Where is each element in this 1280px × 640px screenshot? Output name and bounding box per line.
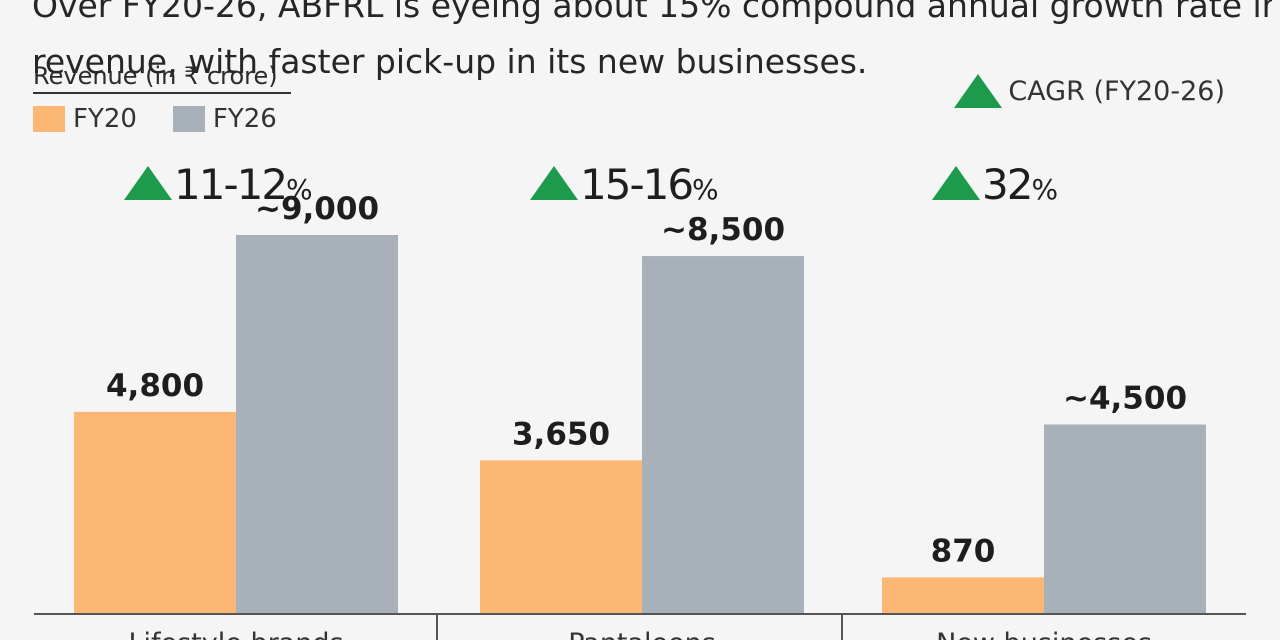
cagr-legend-label: CAGR (FY20-26) <box>1008 75 1225 107</box>
chart-subtitle: Over FY20-26, ABFRL is eyeing about 15% … <box>32 0 1272 90</box>
cagr-value-3: 32% <box>982 160 1057 209</box>
data-label-fy26-1: ~9,000 <box>255 191 379 227</box>
legend-item-fy20: FY20 <box>33 104 137 134</box>
bar-fy20-3 <box>882 577 1044 614</box>
legend-label-fy26: FY26 <box>212 104 277 134</box>
cagr-up-icon-1 <box>124 166 172 200</box>
cagr-value-2: 15-16% <box>580 160 718 209</box>
subtitle-line-1: Over FY20-26, ABFRL is eyeing about 15% … <box>32 0 1272 25</box>
category-label-1: Lifestyle brands <box>128 628 343 640</box>
bar-fy26-2 <box>642 256 804 614</box>
bar-fy20-2 <box>480 460 642 614</box>
data-label-fy20-2: 3,650 <box>512 416 610 452</box>
up-triangle-icon <box>954 74 1003 108</box>
legend: FY20 FY26 <box>33 104 313 134</box>
legend-label-fy20: FY20 <box>73 104 137 134</box>
data-label-fy20-3: 870 <box>931 533 996 569</box>
legend-swatch-fy20 <box>33 106 65 132</box>
category-label-2: Pantaloons <box>568 628 716 640</box>
bar-fy26-1 <box>236 235 398 614</box>
cagr-up-icon-2 <box>530 166 578 200</box>
bar-fy20-1 <box>74 411 236 614</box>
cagr-up-icon-3 <box>932 166 980 200</box>
bar-fy26-3 <box>1044 424 1206 614</box>
legend-swatch-fy26 <box>172 106 205 132</box>
unit-label: Revenue (in ₹ crore) <box>33 62 291 94</box>
subtitle-line-2: revenue, with faster pick-up in its new … <box>32 42 868 81</box>
category-label-3: New businesses <box>936 628 1152 640</box>
cagr-value-1: 11-12% <box>174 160 312 209</box>
data-label-fy26-3: ~4,500 <box>1063 381 1187 417</box>
legend-item-fy26: FY26 <box>172 104 277 134</box>
cagr-legend: CAGR (FY20-26) <box>954 74 1225 108</box>
data-label-fy20-1: 4,800 <box>106 368 204 404</box>
data-label-fy26-2: ~8,500 <box>661 212 785 248</box>
